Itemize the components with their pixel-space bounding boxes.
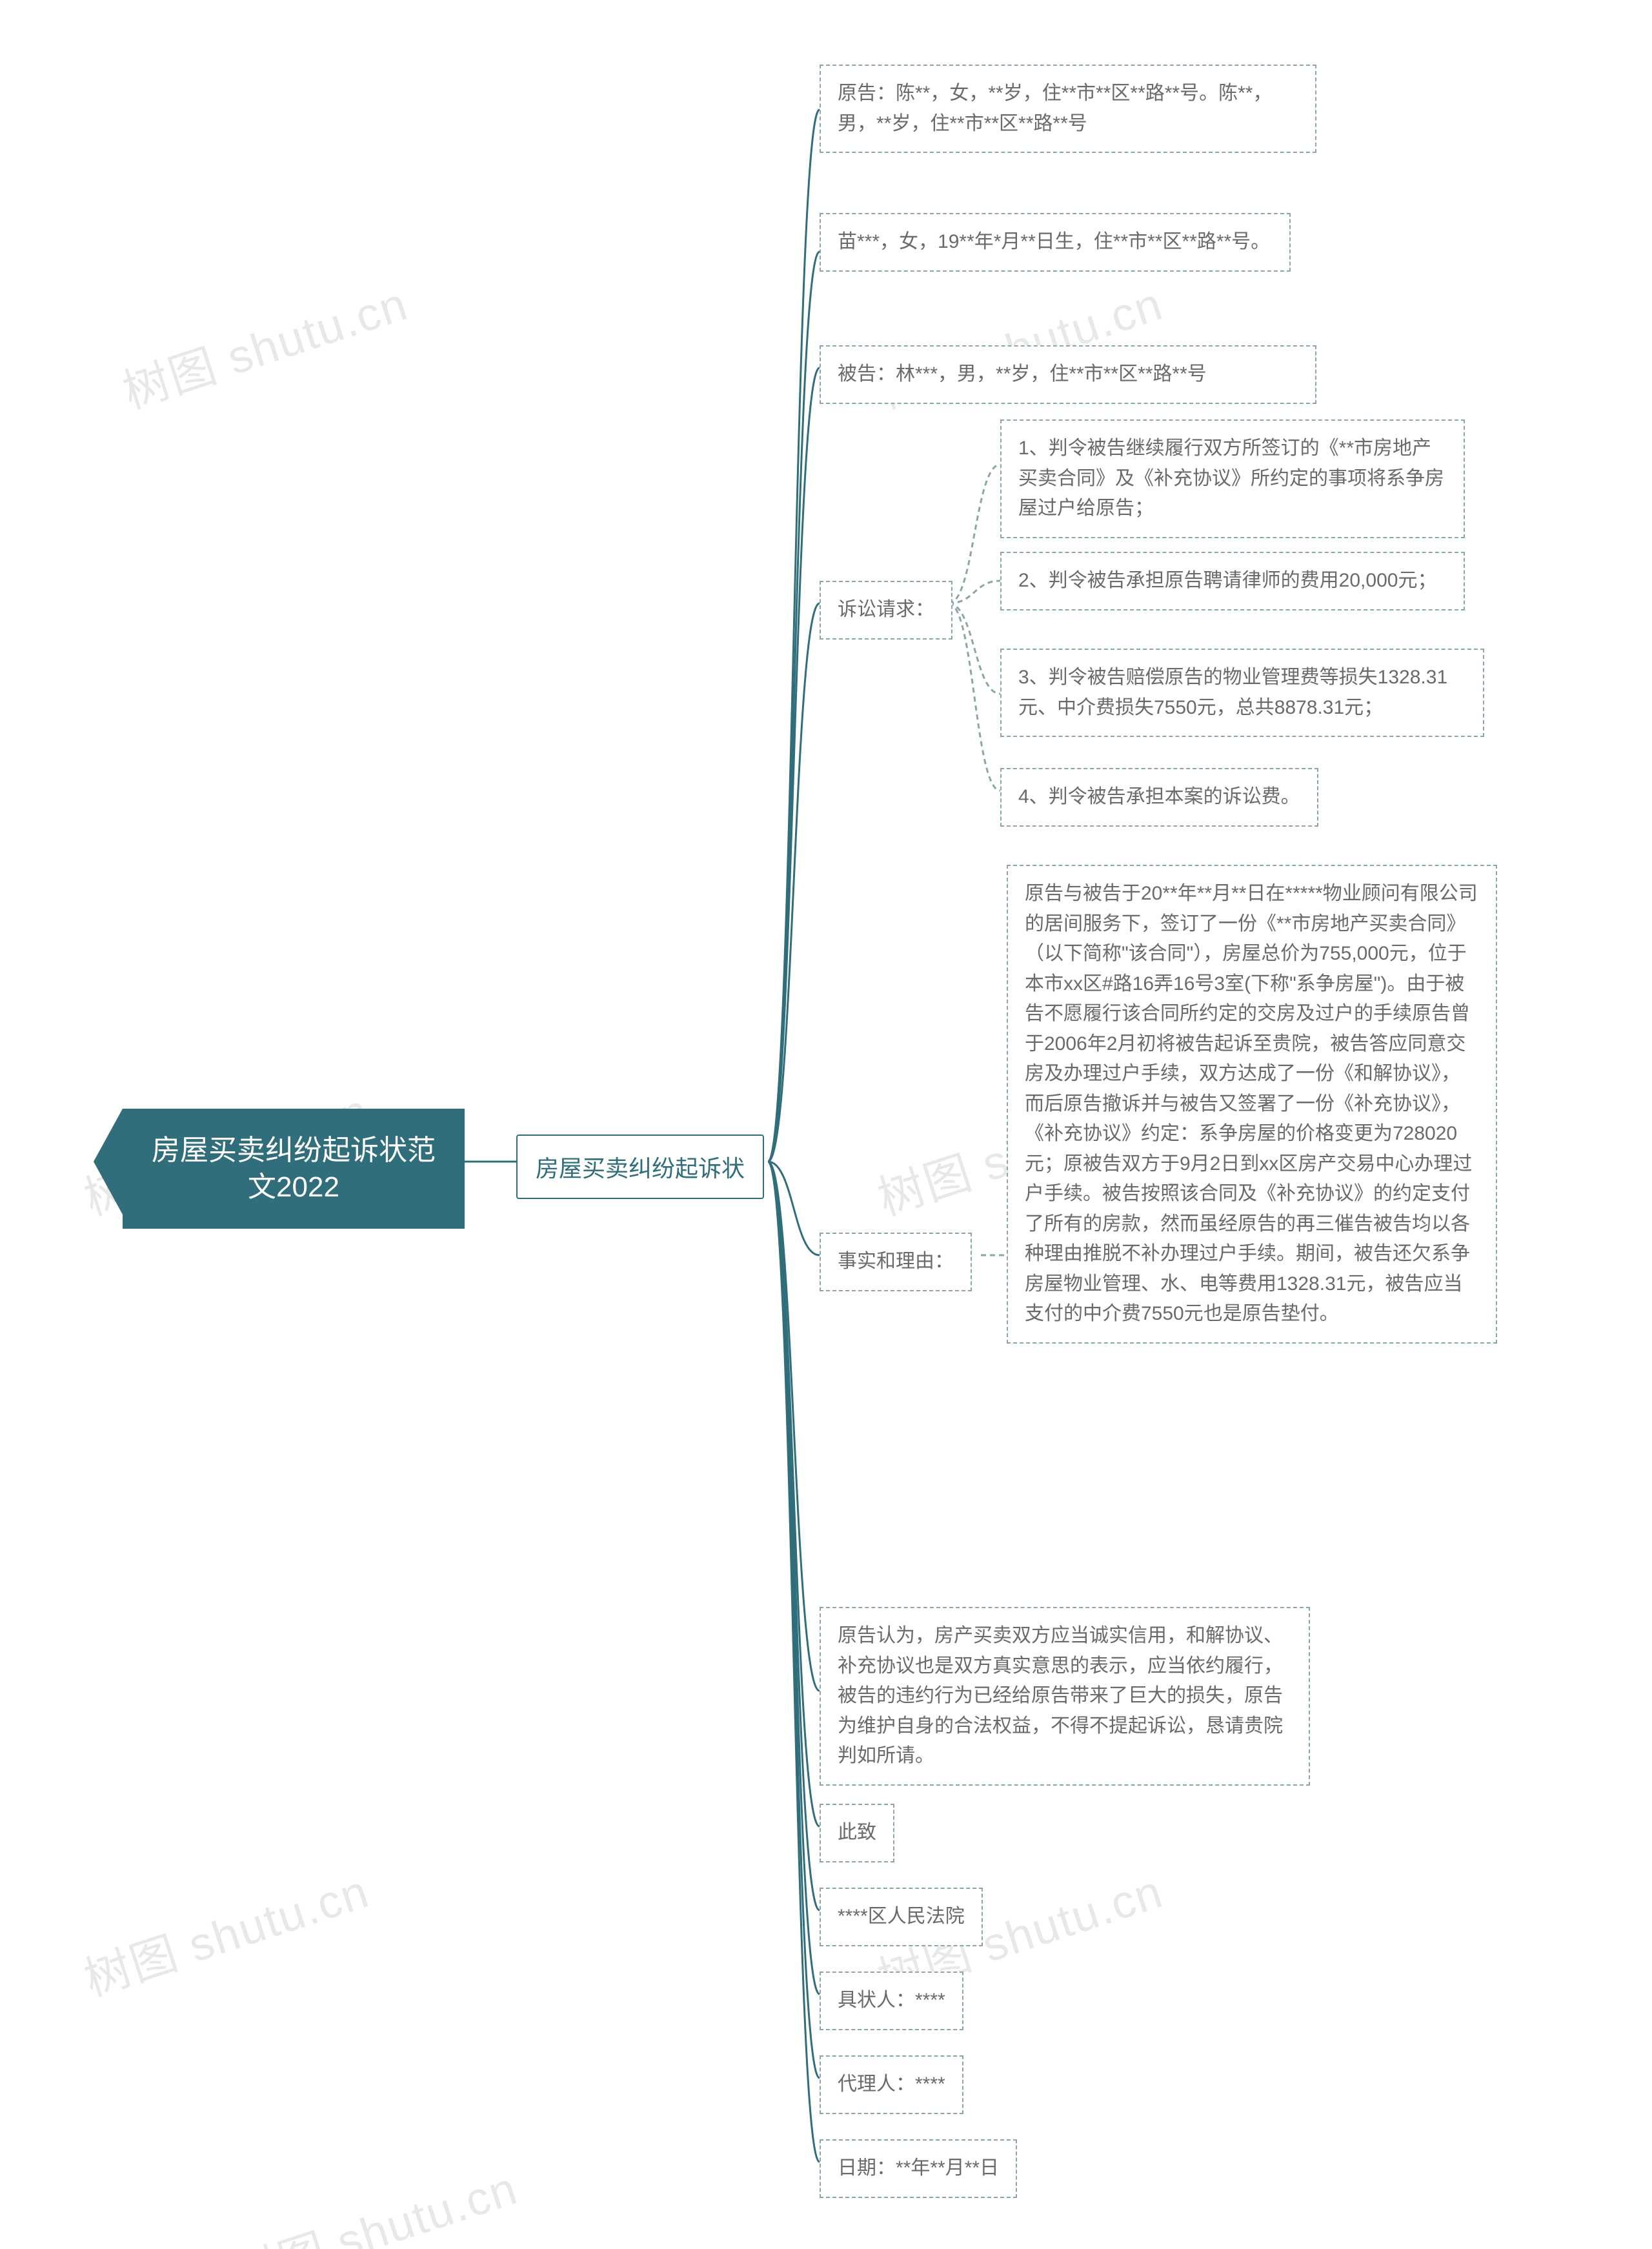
leaf-court[interactable]: ****区人民法院 [820,1888,983,1946]
leaf-claim1[interactable]: 1、判令被告继续履行双方所签订的《**市房地产买卖合同》及《补充协议》所约定的事… [1000,419,1465,538]
leaf-claim3[interactable]: 3、判令被告赔偿原告的物业管理费等损失1328.31元、中介费损失7550元，总… [1000,649,1484,737]
leaf-plaintiff[interactable]: 原告：陈**，女，**岁，住**市**区**路**号。陈**，男，**岁，住**… [820,65,1316,153]
leaf-text: 事实和理由： [838,1251,954,1272]
watermark: 树图 shutu.cn [113,266,415,421]
leaf-text: 此致 [838,1822,876,1843]
leaf-opinion[interactable]: 原告认为，房产买卖双方应当诚实信用，和解协议、补充协议也是双方真实意思的表示，应… [820,1607,1310,1786]
leaf-agent[interactable]: 代理人：**** [820,2055,963,2114]
leaf-text: 原告与被告于20**年**月**日在*****物业顾问有限公司的居间服务下，签订… [1025,883,1478,1324]
leaf-text: 原告：陈**，女，**岁，住**市**区**路**号。陈**，男，**岁，住**… [838,83,1272,134]
mindmap-canvas: 树图 shutu.cn 树图 shutu.cn 树图 shutu.cn 树图 s… [0,0,1652,2249]
leaf-text: 1、判令被告继续履行双方所签订的《**市房地产买卖合同》及《补充协议》所约定的事… [1018,438,1444,519]
leaf-text: 原告认为，房产买卖双方应当诚实信用，和解协议、补充协议也是双方真实意思的表示，应… [838,1625,1283,1766]
leaf-cizhi[interactable]: 此致 [820,1804,894,1862]
leaf-facts-body[interactable]: 原告与被告于20**年**月**日在*****物业顾问有限公司的居间服务下，签订… [1007,865,1497,1344]
leaf-claims-label[interactable]: 诉讼请求： [820,581,952,640]
leaf-claim2[interactable]: 2、判令被告承担原告聘请律师的费用20,000元； [1000,552,1465,610]
leaf-facts-label[interactable]: 事实和理由： [820,1233,972,1291]
level1-node[interactable]: 房屋买卖纠纷起诉状 [516,1135,764,1199]
leaf-claim4[interactable]: 4、判令被告承担本案的诉讼费。 [1000,768,1318,827]
level1-label: 房屋买卖纠纷起诉状 [536,1155,745,1182]
watermark: 树图 shutu.cn [223,2150,525,2249]
leaf-text: 2、判令被告承担原告聘请律师的费用20,000元； [1018,570,1436,591]
leaf-text: 诉讼请求： [838,599,934,620]
leaf-text: 具状人：**** [838,1990,945,2011]
leaf-text: 4、判令被告承担本案的诉讼费。 [1018,786,1300,807]
leaf-miao[interactable]: 苗***，女，19**年*月**日生，住**市**区**路**号。 [820,213,1291,272]
leaf-text: 苗***，女，19**年*月**日生，住**市**区**路**号。 [838,231,1270,252]
root-node[interactable]: 房屋买卖纠纷起诉状范文2022 [123,1109,465,1229]
leaf-text: 被告：林***，男，**岁，住**市**区**路**号 [838,363,1207,385]
leaf-juzhuang[interactable]: 具状人：**** [820,1972,963,2030]
watermark: 树图 shutu.cn [74,1853,376,2009]
root-label: 房屋买卖纠纷起诉状范文2022 [152,1135,436,1203]
leaf-text: 代理人：**** [838,2073,945,2095]
leaf-defendant[interactable]: 被告：林***，男，**岁，住**市**区**路**号 [820,345,1316,404]
leaf-text: 3、判令被告赔偿原告的物业管理费等损失1328.31元、中介费损失7550元，总… [1018,667,1447,718]
leaf-text: ****区人民法院 [838,1906,965,1927]
leaf-date[interactable]: 日期：**年**月**日 [820,2139,1017,2198]
leaf-text: 日期：**年**月**日 [838,2157,999,2179]
